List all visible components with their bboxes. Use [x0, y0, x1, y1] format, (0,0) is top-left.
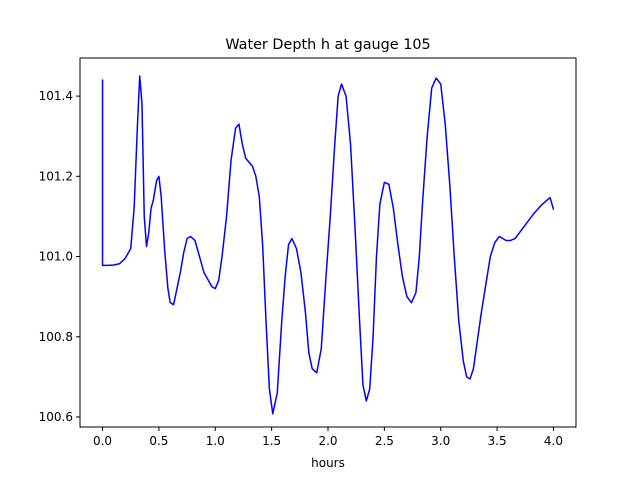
y-tick-label: 101.2 [39, 169, 73, 183]
chart-title: Water Depth h at gauge 105 [225, 37, 430, 53]
x-tick-label: 2.5 [375, 434, 394, 448]
x-tick-label: 0.0 [93, 434, 112, 448]
x-tick-label: 1.5 [262, 434, 281, 448]
x-tick-label: 2.0 [318, 434, 337, 448]
x-tick-label: 3.0 [431, 434, 450, 448]
y-tick-label: 100.6 [39, 410, 73, 424]
x-tick-label: 4.0 [544, 434, 563, 448]
y-tick-label: 101.4 [39, 89, 73, 103]
y-tick-label: 100.8 [39, 330, 73, 344]
series-line [101, 75, 555, 415]
x-tick-label: 3.5 [488, 434, 507, 448]
x-tick-label: 1.0 [206, 434, 225, 448]
plot-area: 0.0 0.5 1.0 1.5 2.0 2.5 3.0 3.5 4.0 100.6 100.8 101… [39, 57, 577, 448]
x-tick-label: 0.5 [149, 434, 168, 448]
x-axis-title: hours [311, 456, 345, 470]
y-tick-label: 101.0 [39, 250, 73, 264]
